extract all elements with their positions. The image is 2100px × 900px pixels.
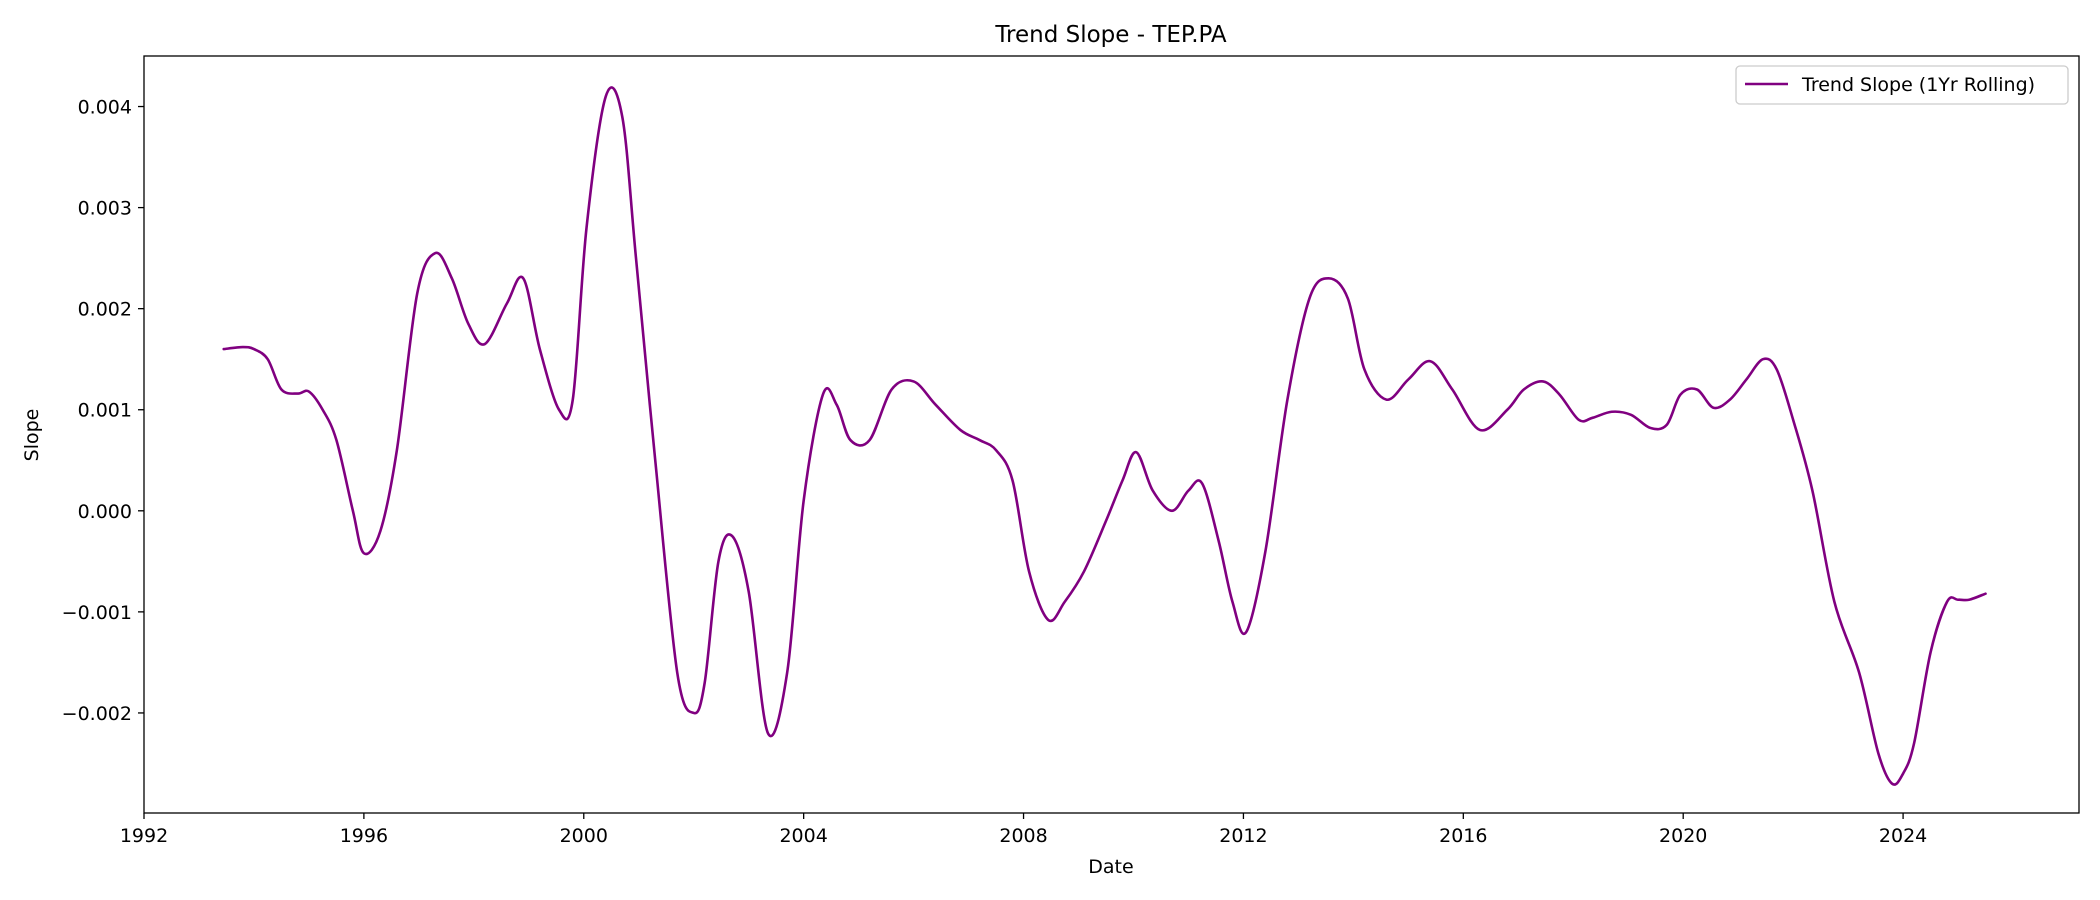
x-tick-label: 1992 — [120, 825, 168, 847]
legend: Trend Slope (1Yr Rolling) — [1735, 65, 2069, 105]
y-axis-label: Slope — [21, 409, 43, 462]
series-line-trend-slope — [222, 86, 1987, 786]
x-axis: 1992 1996 2000 2004 2008 2012 2016 2020 2024 — [120, 813, 1927, 847]
y-axis: −0.002 −0.001 0.000 0.001 0.002 0.003 0.004 — [62, 97, 144, 725]
y-tick-label: 0.004 — [78, 97, 132, 119]
x-tick-label: 2020 — [1659, 825, 1707, 847]
y-tick-label: 0.003 — [78, 198, 132, 220]
x-tick-label: 2004 — [779, 825, 827, 847]
x-tick-label: 2016 — [1439, 825, 1487, 847]
x-tick-label: 2000 — [560, 825, 608, 847]
legend-label: Trend Slope (1Yr Rolling) — [1801, 74, 2035, 96]
y-tick-label: −0.002 — [62, 703, 132, 725]
chart-title: Trend Slope - TEP.PA — [994, 22, 1227, 48]
x-tick-label: 1996 — [340, 825, 388, 847]
plot-frame — [143, 55, 2080, 814]
x-tick-label: 2008 — [999, 825, 1047, 847]
y-tick-label: 0.000 — [78, 501, 132, 523]
y-tick-label: −0.001 — [62, 602, 132, 624]
y-tick-label: 0.002 — [78, 299, 132, 321]
plot-area — [144, 56, 2079, 813]
y-tick-label: 0.001 — [78, 400, 132, 422]
x-tick-label: 2024 — [1879, 825, 1927, 847]
x-tick-label: 2012 — [1219, 825, 1267, 847]
x-axis-label: Date — [1088, 856, 1133, 878]
legend-box — [1735, 65, 2069, 105]
plot-layer — [222, 86, 1987, 786]
